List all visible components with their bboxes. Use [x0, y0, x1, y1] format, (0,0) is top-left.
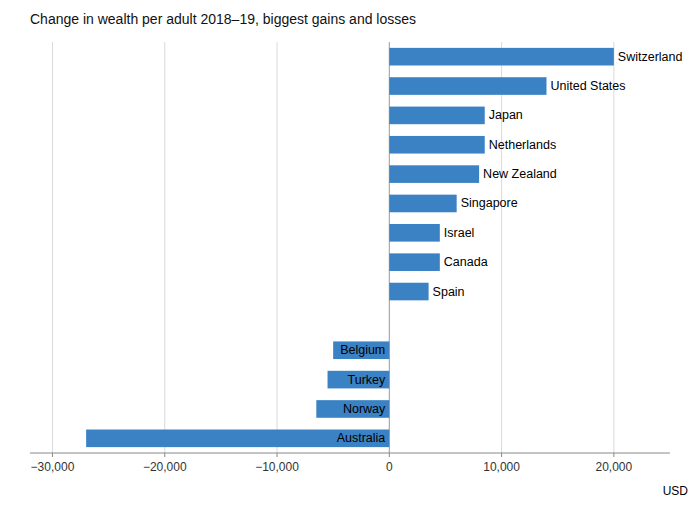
bar: [389, 283, 428, 301]
bar: [389, 77, 546, 95]
grid-line: [164, 42, 165, 453]
category-label: Singapore: [461, 196, 518, 210]
bar: [389, 136, 484, 154]
x-axis-line: [30, 453, 670, 454]
category-label: Australia: [337, 431, 386, 445]
bar: [389, 165, 479, 183]
bar: [389, 195, 456, 213]
category-label: Switzerland: [618, 50, 683, 64]
category-label: Canada: [444, 255, 488, 269]
tick-label: 10,000: [483, 460, 520, 474]
grid-line: [277, 42, 278, 453]
category-label: Netherlands: [489, 138, 556, 152]
bar: [333, 341, 389, 359]
grid-line: [52, 42, 53, 453]
x-axis-label: USD: [663, 484, 689, 498]
tick-mark: [164, 453, 165, 457]
tick-label: 0: [386, 460, 393, 474]
category-label: Japan: [489, 108, 523, 122]
grid: [52, 42, 613, 453]
chart-svg: −30,000 −20,000 −10,000 0 10,000 20,000 Switze…: [0, 0, 700, 505]
bar: [389, 224, 440, 242]
chart-container: −30,000 −20,000 −10,000 0 10,000 20,000 Switze…: [0, 0, 700, 505]
category-label: Belgium: [340, 343, 385, 357]
tick-label: −20,000: [143, 460, 187, 474]
category-labels: Switzerland United States Japan Netherlands…: [337, 50, 683, 446]
tick-label: −30,000: [31, 460, 75, 474]
bar: [86, 430, 389, 448]
tick-label: −10,000: [255, 460, 299, 474]
tick-mark: [501, 453, 502, 457]
tick-mark: [613, 453, 614, 457]
category-label: Spain: [433, 285, 465, 299]
grid-line: [389, 42, 390, 453]
bar: [389, 107, 484, 125]
x-ticks: −30,000 −20,000 −10,000 0 10,000 20,000: [31, 453, 633, 474]
category-label: New Zealand: [483, 167, 557, 181]
category-label: United States: [550, 79, 625, 93]
bar: [328, 371, 390, 389]
title: Change in wealth per adult 2018–19, bigg…: [30, 11, 416, 27]
tick-mark: [389, 453, 390, 457]
bar: [316, 400, 389, 418]
category-label: Turkey: [348, 373, 386, 387]
tick-mark: [52, 453, 53, 457]
category-label: Israel: [444, 226, 475, 240]
bar: [389, 253, 440, 271]
tick-label: 20,000: [596, 460, 633, 474]
grid-line: [501, 42, 502, 453]
bars: [86, 48, 614, 447]
category-label: Norway: [343, 402, 386, 416]
tick-mark: [277, 453, 278, 457]
bar: [389, 48, 614, 66]
grid-line: [613, 42, 614, 453]
